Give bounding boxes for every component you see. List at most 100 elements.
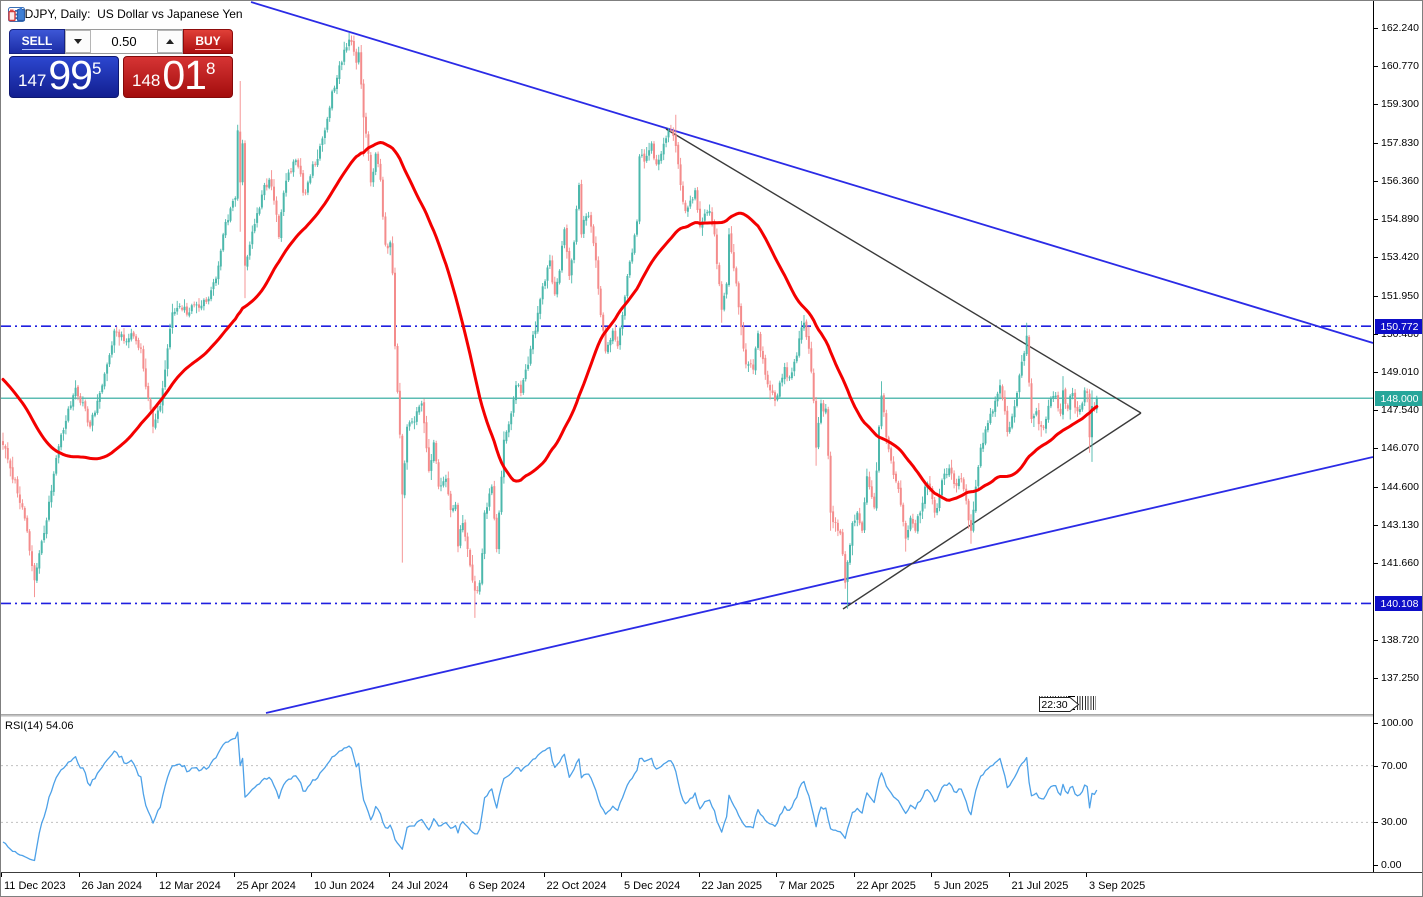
date-tick-mark [776,873,777,877]
buy-price-pips: 01 [162,52,207,99]
triangle-up-icon [166,39,174,44]
price-tick-mark [1374,257,1378,258]
date-tick-mark [156,873,157,877]
price-badge-150.772: 150.772 [1375,319,1422,334]
price-badge-140.108: 140.108 [1375,596,1422,611]
date-tick-mark [853,873,855,877]
svg-text:22:30: 22:30 [1041,699,1067,711]
date-tick-mark [543,873,545,877]
date-tick-mark [698,873,700,877]
date-tick-label: 22 Apr 2025 [856,880,916,892]
spread-stepper: 0.50 [65,29,183,54]
date-tick-label: 5 Jun 2025 [934,880,989,892]
rsi-tick-label: 100.00 [1381,717,1414,729]
date-tick-mark [233,873,235,877]
price-tick-label: 157.830 [1381,137,1419,149]
price-tick-mark [1374,525,1378,526]
up-candle-bodies [35,39,1098,592]
price-tick-label: 154.890 [1381,213,1419,225]
sell-price-fraction: 5 [91,59,102,78]
price-tick-mark [1374,563,1378,564]
chart-icon [8,7,26,22]
sell-price-pips: 99 [48,52,93,99]
triangle-down-icon [74,39,82,44]
price-tick-mark [1374,181,1378,182]
date-tick-label: 5 Dec 2024 [624,880,681,892]
pane-separator[interactable] [1,714,1373,717]
date-tick-mark [78,873,80,877]
price-tick-label: 143.130 [1381,519,1419,531]
rsi-tick-mark [1374,865,1378,866]
date-tick-mark [621,873,622,877]
date-tick-label: 22 Oct 2024 [546,880,607,892]
price-tick-label: 149.010 [1381,366,1419,378]
price-tick-label: 151.950 [1381,290,1419,302]
price-tick-mark [1374,143,1378,144]
date-tick-mark [388,873,390,877]
trendline-2[interactable] [265,456,1373,714]
date-tick-label: 26 Jan 2024 [81,880,143,892]
buy-price-whole: 148 [132,71,161,90]
price-tick-mark [1374,640,1378,641]
rsi-tick-mark [1374,723,1378,724]
rsi-tick-label: 70.00 [1381,760,1408,772]
date-tick-label: 11 Dec 2023 [4,880,66,892]
price-tick-mark [1374,487,1378,488]
date-tick-label: 21 Jul 2025 [1011,880,1069,892]
trendline-4[interactable] [842,412,1142,610]
spread-value[interactable]: 0.50 [91,30,157,53]
price-tick-mark [1374,104,1378,105]
price-tick-label: 144.600 [1381,481,1419,493]
sell-button[interactable]: SELL [9,29,65,54]
chart-title-bar: USDJPY, Daily: US Dollar vs Japanese Yen [8,7,243,22]
spread-increase-button[interactable] [157,30,183,53]
price-badge-148.000: 148.000 [1375,391,1422,406]
price-tick-mark [1374,219,1378,220]
up-candle-wicks [36,33,1098,609]
date-tick-label: 3 Sep 2025 [1089,880,1146,892]
spread-decrease-button[interactable] [65,30,91,53]
price-tick-mark [1374,678,1378,679]
buy-button[interactable]: BUY [183,29,233,54]
price-tick-mark [1374,28,1378,29]
price-tick-label: 159.300 [1381,98,1419,110]
price-tick-mark [1374,334,1378,335]
price-tick-label: 162.240 [1381,22,1419,34]
price-tick-label: 138.720 [1381,634,1419,646]
rsi-tick-label: 30.00 [1381,816,1408,828]
price-axis[interactable]: 162.240 160.770 159.300 157.830 156.360 154.8… [1373,1,1422,872]
date-tick-mark [931,873,932,877]
buy-price-box[interactable]: 148 01 8 [123,52,233,99]
rsi-tick-mark [1374,766,1378,767]
trendline-1[interactable] [250,1,1373,344]
chart-title: USDJPY, Daily: US Dollar vs Japanese Yen [8,7,243,21]
price-tick-label: 141.660 [1381,557,1419,569]
trendline-3[interactable] [665,128,1142,414]
rsi-tick-mark [1374,822,1378,823]
price-tick-label: 147.540 [1381,404,1419,416]
date-tick-mark [1008,873,1010,877]
date-tick-mark [1086,873,1087,877]
sell-price-box[interactable]: 147 99 5 [9,52,119,99]
price-tick-label: 160.770 [1381,60,1419,72]
rsi-canvas[interactable] [1,717,1373,870]
date-axis[interactable]: 11 Dec 2023 26 Jan 2024 12 Mar 2024 25 Apr … [1,872,1422,896]
rsi-line [2,731,1098,862]
price-tick-label: 137.250 [1381,672,1419,684]
down-candle-bodies [2,40,1096,591]
date-tick-mark [1,873,2,877]
date-tick-label: 22 Jan 2025 [701,880,763,892]
price-tick-label: 153.420 [1381,251,1419,263]
date-tick-label: 25 Apr 2024 [236,880,296,892]
rsi-tick-label: 0.00 [1381,859,1402,871]
date-tick-label: 7 Mar 2025 [779,880,835,892]
sell-price-whole: 147 [18,71,47,90]
price-tick-label: 146.070 [1381,442,1419,454]
main-chart-canvas[interactable] [1,1,1373,714]
one-click-trading-panel: SELL 0.50 BUY 147 99 5 148 01 8 [9,29,233,98]
moving-average-line[interactable] [1,141,1099,502]
rsi-indicator-label: RSI(14) 54.06 [5,720,74,732]
date-tick-mark [466,873,467,877]
date-tick-label: 12 Mar 2024 [159,880,221,892]
